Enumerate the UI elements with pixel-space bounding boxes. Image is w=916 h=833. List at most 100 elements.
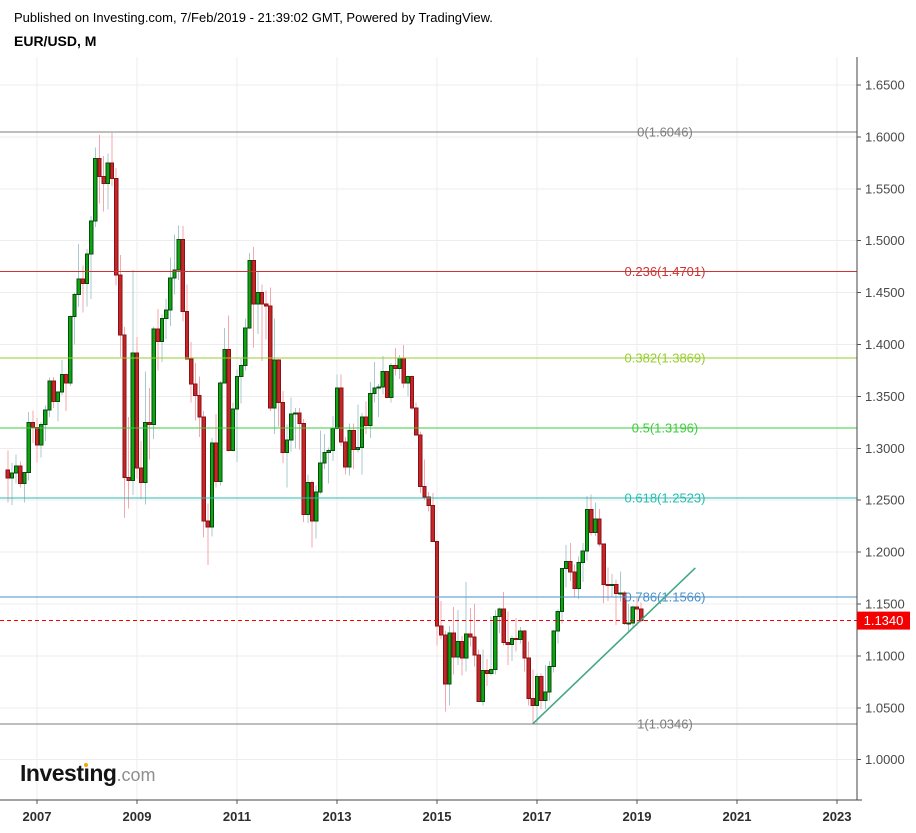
candle	[259, 292, 265, 305]
fib-retracement-layer[interactable]: 0(1.6046) 0.236(1.4701) 0.382(1.3869) 0.5(1…	[0, 125, 857, 732]
candle	[213, 442, 219, 483]
trend-line[interactable]	[532, 567, 696, 725]
year-tick-label: 2023	[823, 809, 852, 824]
candle	[51, 380, 56, 403]
candle	[497, 608, 502, 617]
candle	[263, 303, 269, 307]
candle	[59, 374, 65, 393]
candle	[551, 630, 556, 667]
candle	[93, 158, 98, 222]
last-price-badge	[857, 611, 910, 630]
candle	[122, 334, 127, 478]
candle	[247, 259, 252, 329]
candle	[426, 496, 431, 506]
candle	[318, 462, 323, 493]
candle	[201, 416, 206, 522]
candle	[605, 583, 611, 586]
candle	[413, 407, 419, 436]
year-tick-label: 2007	[23, 809, 52, 824]
year-tick-label: 2013	[323, 809, 352, 824]
candle	[43, 409, 48, 425]
candle	[297, 412, 302, 424]
candle	[209, 442, 215, 528]
logo-suffix: .com	[116, 765, 156, 785]
candle	[13, 465, 19, 474]
candle	[518, 630, 523, 640]
candle	[609, 583, 615, 586]
fib-label: 0.382(1.3869)	[625, 351, 706, 366]
candle	[534, 676, 540, 707]
candle	[459, 640, 465, 659]
candle	[293, 412, 298, 415]
candle	[126, 476, 131, 481]
candle	[363, 416, 369, 426]
candle	[155, 328, 161, 342]
price-tick-label: 1.3500	[865, 389, 905, 404]
candle	[18, 465, 23, 485]
candle	[526, 657, 531, 699]
candle	[463, 633, 469, 659]
candle	[572, 571, 577, 589]
fib-label: 0.236(1.4701)	[625, 264, 706, 279]
candle	[130, 352, 136, 481]
candle	[480, 669, 486, 703]
candle	[588, 509, 594, 533]
candle	[101, 175, 106, 185]
candle	[488, 668, 494, 675]
candle	[238, 364, 244, 378]
candle	[38, 423, 44, 446]
candle	[563, 560, 569, 570]
candle	[118, 274, 123, 336]
candle	[188, 358, 194, 385]
time-scale[interactable]: 2007 2009 2011 2013 2015 2017 2019 2021 2023	[23, 800, 852, 824]
symbol-title: EUR/USD, M	[14, 33, 97, 49]
candle	[626, 622, 631, 625]
candle	[322, 451, 327, 464]
price-tick-label: 1.6000	[865, 129, 905, 144]
candle	[601, 543, 606, 585]
candle	[143, 421, 148, 484]
candle	[509, 637, 515, 645]
candle	[97, 158, 102, 177]
price-tick-label: 1.2000	[865, 545, 905, 560]
fib-label: 0.5(1.3196)	[632, 420, 699, 435]
candle	[522, 630, 527, 659]
candle	[351, 430, 356, 450]
candle	[9, 472, 15, 479]
candle	[313, 491, 319, 522]
candle	[568, 560, 573, 573]
candle	[180, 239, 186, 312]
candle	[22, 472, 27, 485]
candle	[109, 162, 115, 179]
candle	[72, 294, 77, 317]
candle	[434, 541, 440, 627]
candle	[630, 606, 636, 624]
candle	[138, 467, 144, 484]
candle	[347, 430, 352, 468]
candle	[513, 637, 519, 640]
candle	[172, 269, 177, 279]
published-info-line: Published on Investing.com, 7/Feb/2019 -…	[14, 10, 493, 25]
candle	[438, 625, 444, 636]
candle	[547, 665, 552, 693]
candle	[222, 349, 227, 384]
candle	[584, 509, 590, 552]
candle	[68, 315, 73, 384]
candle	[409, 376, 415, 409]
candle	[184, 310, 190, 360]
candle	[355, 446, 361, 450]
candle	[168, 277, 173, 311]
candle	[268, 305, 273, 409]
candle	[372, 387, 377, 394]
year-tick-label: 2009	[123, 809, 152, 824]
candle	[163, 309, 169, 320]
candle	[76, 278, 81, 296]
candle	[243, 327, 248, 366]
year-tick-label: 2011	[223, 809, 251, 824]
candle	[276, 359, 281, 404]
candle	[205, 520, 211, 528]
candles-layer	[5, 132, 644, 725]
price-scale[interactable]: 1.6500 1.6000 1.5500 1.5000 1.4500 1.4000 1.35…	[857, 78, 905, 768]
candle	[63, 374, 69, 384]
